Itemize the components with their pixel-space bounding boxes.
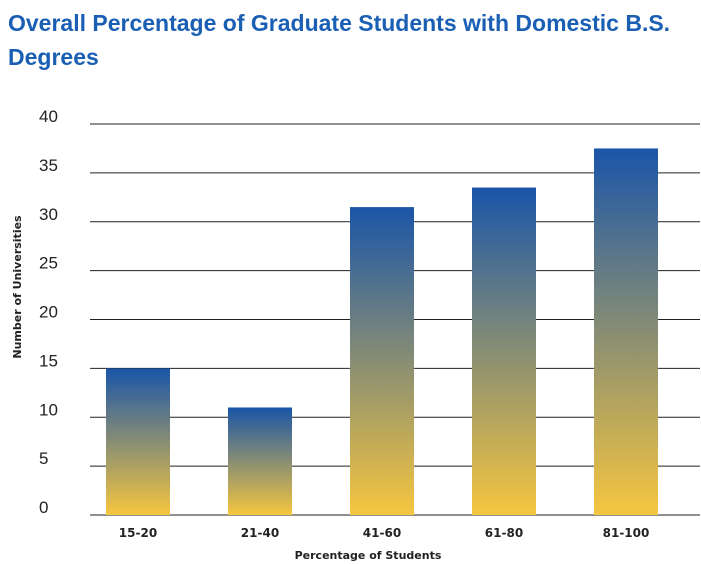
x-axis-category-labels: 15-20 21-40 41-60 61-80 81-100 (119, 526, 650, 540)
bar-21-40 (228, 407, 292, 515)
y-tick-label: 5 (39, 449, 48, 468)
y-tick-label: 25 (39, 254, 58, 273)
x-category-label: 81-100 (603, 526, 650, 540)
y-axis-label: Number of Universities (11, 215, 24, 359)
bar-15-20 (106, 368, 170, 515)
y-tick-label: 35 (39, 156, 58, 175)
chart-title: Overall Percentage of Graduate Students … (8, 10, 671, 70)
bar-61-80 (472, 187, 536, 515)
x-category-label: 61-80 (485, 526, 523, 540)
y-tick-label: 20 (39, 303, 58, 322)
x-category-label: 41-60 (363, 526, 401, 540)
bar-41-60 (350, 207, 414, 515)
x-category-label: 21-40 (241, 526, 279, 540)
x-axis-label: Percentage of Students (295, 549, 442, 562)
y-tick-label: 30 (39, 205, 58, 224)
bars (106, 148, 658, 515)
y-tick-label: 40 (39, 107, 58, 126)
y-axis-tick-labels: 0 5 10 15 20 25 30 35 40 (39, 107, 58, 517)
y-tick-label: 0 (39, 498, 48, 517)
x-category-label: 15-20 (119, 526, 157, 540)
y-tick-label: 10 (39, 400, 58, 419)
bar-81-100 (594, 148, 658, 515)
y-tick-label: 15 (39, 351, 58, 370)
